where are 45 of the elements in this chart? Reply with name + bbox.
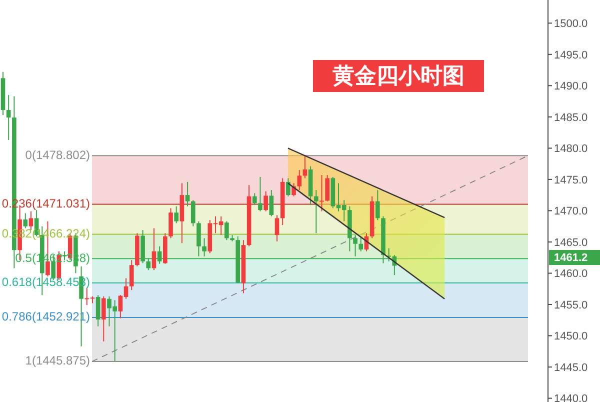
candlestick <box>375 190 380 221</box>
candlestick <box>258 176 262 212</box>
candlestick <box>23 212 28 229</box>
text: 黄金四小时图 <box>332 64 464 90</box>
candlestick <box>174 206 179 224</box>
y-tick-label: 1460.0 <box>554 268 588 280</box>
y-tick-label: 1500.0 <box>554 18 588 30</box>
candlestick <box>96 294 100 327</box>
candlestick <box>196 220 201 257</box>
candlestick <box>314 190 318 234</box>
candlestick <box>274 214 280 242</box>
candlestick <box>101 296 106 342</box>
candlestick <box>286 178 290 197</box>
candlestick <box>297 170 302 191</box>
candlestick <box>146 258 151 271</box>
y-tick-label: 1445.0 <box>554 362 588 374</box>
candlestick <box>320 174 324 212</box>
y-tick-label: 1470.0 <box>554 206 588 218</box>
ref-line-label: 1(1445.875) <box>25 354 90 368</box>
candlestick <box>224 220 229 241</box>
text: 1461.2 <box>554 252 588 264</box>
candlestick <box>185 181 190 207</box>
y-tick-label: 1480.0 <box>554 143 588 156</box>
y-tick-label: 1490.0 <box>554 80 588 93</box>
ref-line-label: 0(1478.802) <box>25 148 90 162</box>
candlestick <box>325 174 330 202</box>
candlestick <box>157 246 162 264</box>
y-tick-label: 1475.0 <box>554 174 588 186</box>
candlestick <box>264 190 268 212</box>
candlestick <box>358 236 364 252</box>
candlestick <box>252 192 257 206</box>
candlestick <box>168 208 173 239</box>
y-tick-label: 1495.0 <box>554 49 588 62</box>
candlestick <box>353 234 358 257</box>
candlestick <box>202 238 206 257</box>
candlestick <box>269 190 274 217</box>
y-tick-label: 1450.0 <box>554 330 588 343</box>
y-tick-label: 1465.0 <box>554 236 588 249</box>
y-tick-label: 1455.0 <box>554 299 588 312</box>
candlestick <box>6 94 11 141</box>
y-tick-label: 1440.0 <box>554 393 588 402</box>
y-tick-label: 1485.0 <box>554 112 588 124</box>
candlestick <box>190 200 196 227</box>
candlestick <box>129 260 134 291</box>
candlestick <box>152 228 156 271</box>
